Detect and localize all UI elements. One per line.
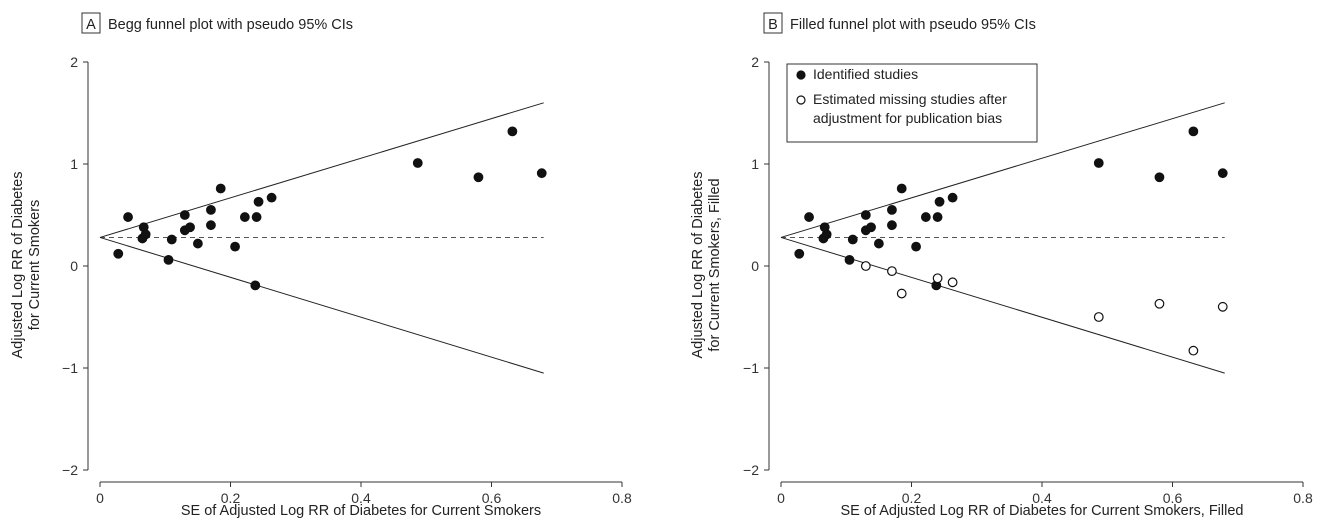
panel-b-identified-study-point: [1154, 172, 1165, 183]
panel-a-identified-study-point: [536, 168, 547, 179]
panel-a-identified-study-point: [192, 238, 203, 249]
panel-b-y-tick-label: −2: [743, 462, 759, 478]
panel-b-y-tick-label: 0: [751, 258, 759, 274]
panel-b-identified-study-point: [821, 229, 832, 240]
panel-b-identified-study-point: [1188, 126, 1199, 137]
panel-b-legend-entry-label: Estimated missing studies after: [813, 91, 1007, 107]
panel-b-x-tick-label: 0: [777, 490, 785, 506]
panel-b-y-axis-label-line-1: Adjusted Log RR of Diabetes: [690, 172, 706, 359]
panel-b-identified-study-point: [896, 183, 907, 194]
panel-b-identified-study-point: [887, 204, 897, 215]
panel-a-identified-study-point: [113, 248, 124, 259]
panel-b-missing-study-point: [887, 266, 897, 277]
panel-a-y-tick-label: −1: [62, 360, 78, 376]
panel-b-legend-marker: [796, 95, 806, 105]
panel-b-missing-study-point: [1188, 345, 1199, 356]
panel-b-title: Filled funnel plot with pseudo 95% CIs: [790, 17, 1036, 33]
panel-a-title: Begg funnel plot with pseudo 95% CIs: [108, 17, 353, 33]
panel-b-identified-study-point: [847, 234, 858, 245]
panel-b-y-axis-label-line-2: for Current Smokers, Filled: [707, 178, 723, 351]
panel-b-upper-ci-line: [780, 102, 1225, 238]
panel-a-x-tick-label: 0.6: [482, 490, 502, 506]
panel-a-y-tick-label: 0: [70, 258, 78, 274]
panel-b-identified-study-point: [911, 241, 921, 252]
panel-b-legend-marker: [796, 70, 806, 80]
panel-b-legend: [786, 63, 1038, 143]
panel-a-letter-box: [81, 12, 101, 34]
panel-b-identified-study-point: [866, 222, 876, 233]
panel-a-identified-study-point: [473, 172, 484, 183]
panel-b: B Filled funnel plot with pseudo 95% CIs…: [690, 12, 1313, 519]
panel-a-x-axis-label: SE of Adjusted Log RR of Diabetes for Cu…: [181, 503, 541, 519]
panel-b-letter-box: [763, 12, 783, 34]
panel-b-identified-study-point: [794, 248, 805, 259]
panel-a-letter: A: [86, 17, 96, 33]
panel-a-y-tick-label: 1: [70, 156, 78, 172]
panel-b-x-tick-label: 0.6: [1163, 490, 1183, 506]
panel-a-identified-study-point: [185, 222, 195, 233]
panel-a-identified-study-point: [250, 280, 261, 291]
panel-b-missing-study-point: [1154, 298, 1165, 309]
panel-b-missing-study-point: [932, 273, 943, 284]
panel-a-identified-study-point: [215, 183, 226, 194]
panel-b-x-tick-label: 0.8: [1293, 490, 1313, 506]
panel-b-missing-study-point: [896, 288, 907, 299]
panel-a-identified-study-point: [412, 158, 423, 168]
panel-b-y-tick-label: 2: [751, 54, 759, 70]
panel-b-lower-ci-line: [780, 236, 1225, 374]
panel-b-missing-study-point: [1093, 312, 1104, 322]
panel-a-identified-study-point: [239, 212, 250, 222]
panel-b-identified-study-point: [934, 196, 945, 207]
panel-b-missing-study-point: [947, 277, 958, 288]
panel-b-x-tick-label: 0.2: [902, 490, 922, 506]
panel-a-identified-study-point: [179, 210, 190, 220]
panel-b-identified-study-point: [860, 210, 871, 220]
panel-a-x-tick-label: 0.4: [351, 490, 371, 506]
panel-a-upper-ci-line: [99, 102, 544, 238]
panel-a: A Begg funnel plot with pseudo 95% CIs −…: [10, 12, 632, 519]
panel-b-identified-study-point: [947, 192, 958, 203]
panel-b-missing-study-point: [860, 261, 871, 271]
panel-a-identified-study-point: [166, 234, 177, 245]
panel-a-plot: −2 −1 0 1 2 0 0.2 0.4 0.6 0.8: [62, 54, 632, 506]
panel-b-x-tick-label: 0.4: [1032, 490, 1052, 506]
panel-b-letter: B: [768, 17, 778, 33]
panel-b-identified-study-point: [873, 238, 884, 249]
panel-a-identified-study-point: [230, 241, 240, 252]
panel-b-legend-entry-label: adjustment for publication bias: [813, 110, 1002, 126]
panel-a-identified-study-point: [507, 126, 518, 137]
panel-a-y-axis-label-line-2: for Current Smokers: [27, 200, 43, 331]
panel-b-y-tick-label: −1: [743, 360, 759, 376]
panel-a-x-tick-label: 0: [96, 490, 104, 506]
panel-a-identified-study-point: [163, 254, 174, 265]
panel-b-x-axis-label: SE of Adjusted Log RR of Diabetes for Cu…: [841, 503, 1244, 519]
panel-b-plot: −2 −1 0 1 2 0 0.2 0.4 0.6 0.8 Identified studies Es…: [743, 54, 1313, 506]
panel-b-identified-study-point: [887, 220, 897, 231]
panel-a-identified-study-point: [206, 220, 216, 231]
panel-b-identified-study-point: [920, 212, 931, 222]
panel-b-identified-study-point: [804, 212, 814, 222]
panel-a-identified-study-point: [123, 212, 133, 222]
panel-a-y-tick-label: 2: [70, 54, 78, 70]
panel-b-legend-entry-label: Identified studies: [813, 66, 918, 82]
panel-b-identified-study-point: [1093, 158, 1104, 168]
panel-a-identified-study-point: [140, 229, 151, 240]
panel-a-y-tick-label: −2: [62, 462, 78, 478]
panel-a-identified-study-point: [253, 196, 264, 207]
panel-a-identified-study-point: [206, 204, 216, 215]
panel-b-identified-study-point: [932, 212, 943, 222]
panel-a-x-tick-label: 0.2: [221, 490, 241, 506]
panel-b-missing-study-point: [1217, 301, 1228, 312]
panel-b-y-tick-label: 1: [751, 156, 759, 172]
panel-b-identified-study-point: [844, 254, 855, 265]
panel-a-lower-ci-line: [99, 236, 544, 374]
panel-a-identified-study-point: [266, 192, 277, 203]
panel-b-identified-study-point: [1217, 168, 1228, 179]
panel-a-y-axis-label-line-1: Adjusted Log RR of Diabetes: [10, 172, 26, 359]
panel-a-identified-study-point: [251, 212, 262, 222]
panel-a-x-tick-label: 0.8: [612, 490, 632, 506]
